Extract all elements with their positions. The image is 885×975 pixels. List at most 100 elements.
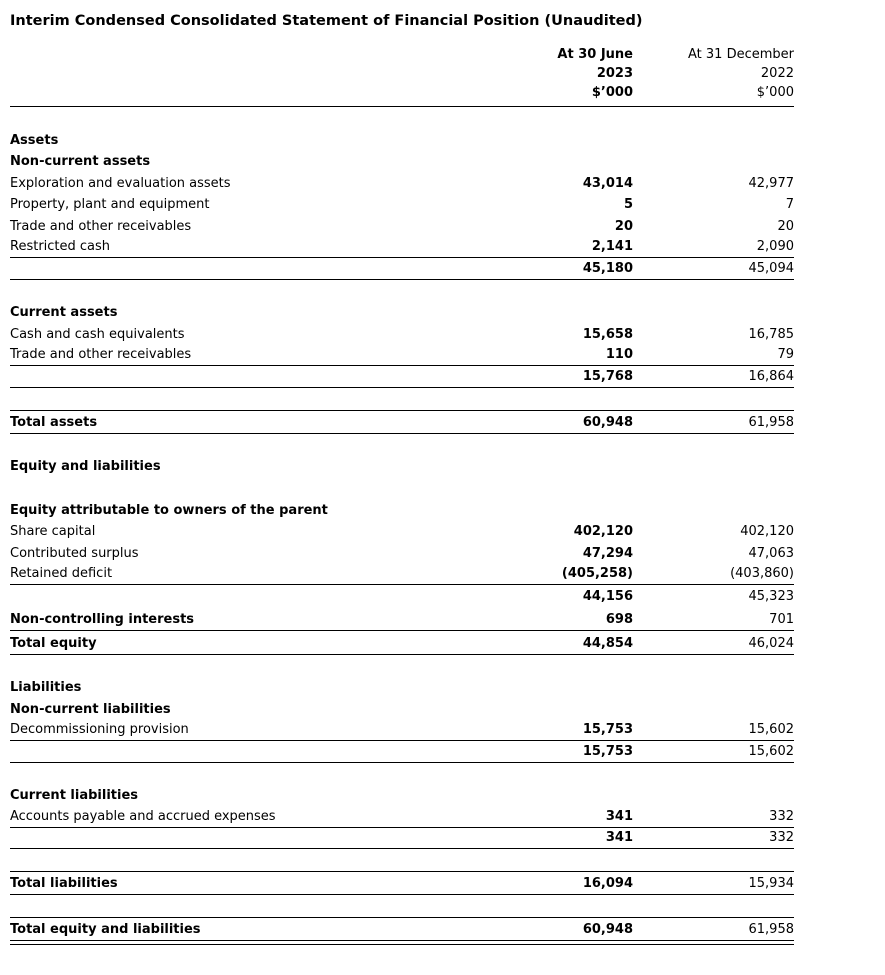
row-label: Trade and other receivables <box>10 218 192 234</box>
section-row: Equity attributable to owners of the par… <box>10 499 794 521</box>
spacer-row <box>10 763 794 785</box>
value-jun-2023: 5 <box>623 197 633 212</box>
section-row: Non-current liabilities <box>10 698 794 720</box>
table-row: Restricted cash 2,141 2,090 <box>10 237 794 258</box>
section-row: Assets <box>10 129 794 151</box>
column-header-dec-2022: At 31 December 2022 $’000 <box>633 45 794 102</box>
table-row: Property, plant and equipment 5 7 <box>10 194 794 216</box>
header-gap <box>10 107 794 129</box>
section-row: Equity and liabilities <box>10 456 794 478</box>
value-jun-2023: 341 <box>605 830 633 845</box>
column-header-line: $’000 <box>591 85 633 100</box>
value-jun-2023: 402,120 <box>573 524 633 539</box>
row-label: Contributed surplus <box>10 545 139 561</box>
table-row: Contributed surplus 47,294 47,063 <box>10 542 794 564</box>
value-jun-2023: 698 <box>605 611 633 627</box>
value-jun-2023: (405,258) <box>561 566 633 581</box>
spacer-row <box>10 477 794 499</box>
table-row: Trade and other receivables 110 79 <box>10 345 794 366</box>
row-label: Property, plant and equipment <box>10 197 210 212</box>
double-underline <box>10 941 794 945</box>
value-jun-2023: 47,294 <box>582 545 633 561</box>
section-row: Current liabilities <box>10 785 794 807</box>
value-dec-2022: 402,120 <box>740 524 794 539</box>
table-row: Retained deficit (405,258) (403,860) <box>10 564 794 585</box>
spacer-row <box>10 895 794 917</box>
row-label: Non-current liabilities <box>10 701 171 717</box>
value-dec-2022: 61,958 <box>748 414 795 430</box>
value-dec-2022: 7 <box>785 197 794 212</box>
value-jun-2023: 20 <box>614 218 633 234</box>
spacer-row <box>10 280 794 302</box>
value-dec-2022: (403,860) <box>730 566 794 581</box>
value-dec-2022: 15,934 <box>748 876 795 891</box>
value-dec-2022: 61,958 <box>748 922 795 937</box>
value-dec-2022: 45,094 <box>748 260 795 276</box>
subtotal-row: 15,753 15,602 <box>10 741 794 763</box>
value-jun-2023: 45,180 <box>582 260 633 276</box>
value-jun-2023: 15,753 <box>582 743 633 759</box>
row-label: Cash and cash equivalents <box>10 326 185 342</box>
value-dec-2022: 16,864 <box>748 368 795 384</box>
spacer-row <box>10 388 794 410</box>
value-jun-2023: 44,854 <box>582 635 633 651</box>
row-label: Total assets <box>10 414 98 430</box>
value-dec-2022: 15,602 <box>748 743 795 759</box>
table-row: Share capital 402,120 402,120 <box>10 521 794 543</box>
table-header: At 30 June 2023 $’000 At 31 December 202… <box>10 45 794 107</box>
value-jun-2023: 341 <box>605 808 633 824</box>
row-label: Liabilities <box>10 680 82 695</box>
row-label: Assets <box>10 132 59 148</box>
value-dec-2022: 332 <box>769 830 794 845</box>
subtotal-row: 341 332 <box>10 828 794 849</box>
value-dec-2022: 20 <box>777 218 794 234</box>
table-row: Trade and other receivables 20 20 <box>10 215 794 237</box>
subtotal-row: 45,180 45,094 <box>10 258 794 280</box>
total-row: Non-controlling interests 698 701 <box>10 607 794 631</box>
page-title: Interim Condensed Consolidated Statement… <box>10 13 643 29</box>
row-label: Equity and liabilities <box>10 459 161 474</box>
table-row: Decommissioning provision 15,753 15,602 <box>10 720 795 741</box>
row-label: Equity attributable to owners of the par… <box>10 502 328 518</box>
total-row: Total equity and liabilities 60,948 61,958 <box>10 917 794 941</box>
row-label: Trade and other receivables <box>10 347 192 362</box>
value-dec-2022: 701 <box>769 611 794 627</box>
value-dec-2022: 42,977 <box>748 175 795 191</box>
row-label: Restricted cash <box>10 239 111 254</box>
row-label: Decommissioning provision <box>10 722 189 737</box>
value-jun-2023: 60,948 <box>582 922 633 937</box>
financial-statement: Interim Condensed Consolidated Statement… <box>10 10 794 945</box>
value-dec-2022: 16,785 <box>748 326 795 342</box>
column-header-line: 2022 <box>760 66 794 81</box>
statement-rows: Assets Non-current assets Exploration and … <box>10 129 794 945</box>
row-label: Share capital <box>10 524 96 539</box>
value-dec-2022: 2,090 <box>756 239 794 254</box>
spacer-row <box>10 849 794 871</box>
subtotal-row: 44,156 45,323 <box>10 585 794 607</box>
value-jun-2023: 2,141 <box>591 239 633 254</box>
row-label: Current liabilities <box>10 788 139 803</box>
column-header-line: At 30 June <box>557 47 633 62</box>
row-label: Accounts payable and accrued expenses <box>10 808 276 824</box>
total-row: Total assets 60,948 61,958 <box>10 409 795 434</box>
value-dec-2022: 46,024 <box>748 635 795 651</box>
value-jun-2023: 44,156 <box>582 588 633 604</box>
value-jun-2023: 15,658 <box>582 326 633 342</box>
row-label: Total equity and liabilities <box>10 922 201 937</box>
table-row: Exploration and evaluation assets 43,014 4… <box>10 172 794 194</box>
spacer-row <box>10 434 794 456</box>
value-dec-2022: 332 <box>769 808 794 824</box>
value-jun-2023: 15,768 <box>582 368 633 384</box>
row-label: Total equity <box>10 635 97 651</box>
row-label: Exploration and evaluation assets <box>10 175 231 191</box>
value-jun-2023: 15,753 <box>582 722 633 737</box>
table-row: Accounts payable and accrued expenses 341… <box>10 806 794 828</box>
column-header-line: 2023 <box>596 66 633 81</box>
row-label: Non-controlling interests <box>10 611 195 627</box>
value-dec-2022: 47,063 <box>748 545 795 561</box>
value-dec-2022: 15,602 <box>748 722 795 737</box>
spacer-row <box>10 655 794 677</box>
section-row: Current assets <box>10 302 794 324</box>
column-header-line: $’000 <box>756 85 794 100</box>
